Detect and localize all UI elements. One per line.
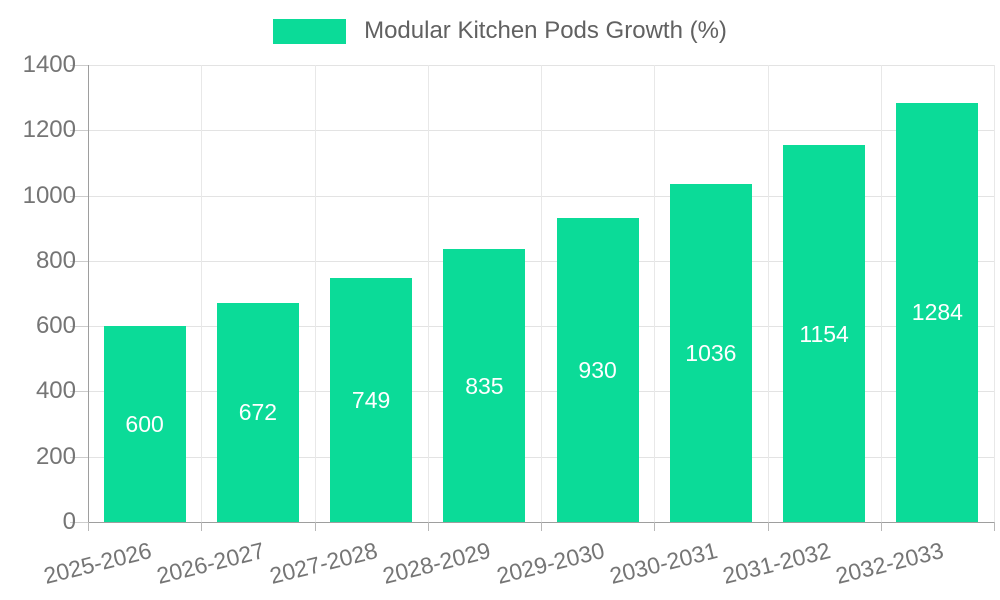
x-tick-label: 2031-2032 bbox=[720, 537, 834, 589]
y-tick-label: 1400 bbox=[22, 51, 76, 78]
bar-value-label: 1154 bbox=[799, 320, 849, 347]
v-gridline bbox=[654, 65, 656, 522]
y-tick bbox=[70, 391, 88, 393]
x-tick-label: 2027-2028 bbox=[267, 537, 381, 589]
y-tick-label: 200 bbox=[35, 442, 76, 470]
bar[interactable] bbox=[896, 102, 979, 522]
bar[interactable] bbox=[783, 145, 866, 522]
v-gridline bbox=[994, 65, 995, 522]
x-tick-label: 2025-2026 bbox=[40, 537, 154, 589]
y-tick-label: 1200 bbox=[22, 116, 76, 144]
bar[interactable] bbox=[443, 249, 526, 522]
x-tick-label: 2032-2033 bbox=[833, 537, 947, 589]
x-tick-label: 2030-2031 bbox=[606, 537, 720, 589]
v-gridline bbox=[880, 65, 882, 522]
y-tick bbox=[70, 65, 88, 66]
x-tick-label: 2026-2027 bbox=[153, 537, 267, 589]
y-tick bbox=[70, 326, 88, 328]
bar-value-label: 930 bbox=[578, 357, 617, 384]
y-axis-line bbox=[88, 65, 89, 531]
bar-value-label: 1036 bbox=[685, 339, 737, 366]
bar-value-label: 600 bbox=[125, 411, 164, 438]
x-tick-label: 2028-2029 bbox=[380, 537, 494, 589]
bar[interactable] bbox=[556, 218, 639, 522]
x-tick bbox=[541, 522, 542, 531]
bar[interactable] bbox=[103, 326, 186, 522]
y-tick bbox=[70, 456, 88, 458]
bar-value-label: 835 bbox=[465, 372, 504, 399]
x-tick bbox=[88, 522, 89, 531]
y-tick-label: 600 bbox=[35, 312, 76, 340]
bar-value-label: 672 bbox=[238, 399, 278, 426]
y-tick-label: 800 bbox=[35, 246, 76, 274]
y-tick-label: 400 bbox=[35, 377, 76, 405]
chart-legend[interactable]: Modular Kitchen Pods Growth (%) bbox=[0, 17, 1000, 45]
y-tick bbox=[70, 195, 88, 197]
bar[interactable] bbox=[669, 183, 752, 522]
x-tick bbox=[201, 522, 203, 531]
y-tick-label: 0 bbox=[62, 508, 76, 535]
legend-label: Modular Kitchen Pods Growth (%) bbox=[364, 17, 727, 44]
bar-value-label: 749 bbox=[351, 386, 391, 413]
y-tick bbox=[70, 260, 88, 262]
v-gridline bbox=[427, 65, 429, 522]
y-tick bbox=[70, 130, 88, 132]
bar[interactable] bbox=[216, 302, 299, 522]
x-tick bbox=[880, 522, 882, 531]
legend-swatch bbox=[273, 18, 347, 44]
x-tick bbox=[314, 522, 316, 531]
bar-value-label: 1284 bbox=[911, 299, 963, 326]
bar[interactable] bbox=[330, 277, 413, 522]
v-gridline bbox=[314, 65, 316, 522]
x-tick bbox=[767, 522, 769, 531]
v-gridline bbox=[767, 65, 769, 522]
v-gridline bbox=[201, 65, 203, 522]
x-tick bbox=[654, 522, 656, 531]
y-tick bbox=[70, 522, 88, 523]
x-tick bbox=[427, 522, 429, 531]
x-tick bbox=[994, 522, 995, 531]
x-tick-label: 2029-2030 bbox=[493, 537, 607, 589]
y-tick-label: 1000 bbox=[22, 181, 76, 209]
v-gridline bbox=[541, 65, 542, 522]
